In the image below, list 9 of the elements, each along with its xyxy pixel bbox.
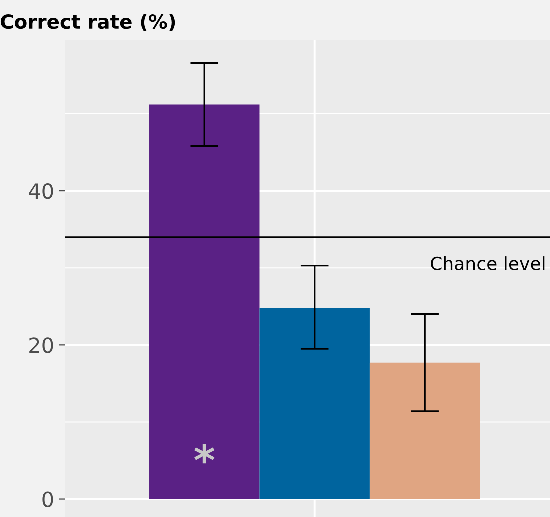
y-tick-label: 40 xyxy=(29,183,54,200)
y-tick-label: 0 xyxy=(42,492,54,508)
ref-line-label: Chance level xyxy=(431,256,545,271)
annotation: * xyxy=(194,444,215,464)
y-tick-label: 20 xyxy=(30,338,54,354)
bar xyxy=(370,362,480,500)
bar xyxy=(150,104,260,500)
chart-title: Correct rate (%) xyxy=(0,14,176,32)
bar xyxy=(260,308,370,500)
